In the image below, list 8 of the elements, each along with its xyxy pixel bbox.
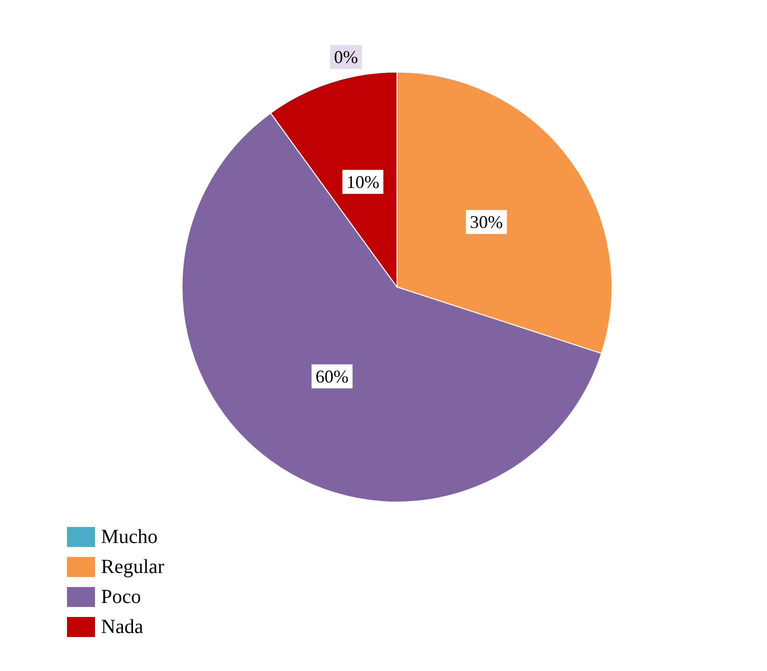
data-label: 10%	[346, 172, 380, 192]
legend-label: Mucho	[101, 526, 158, 548]
legend-label: Nada	[101, 616, 144, 638]
legend-label: Regular	[101, 556, 165, 578]
legend-label: Poco	[101, 586, 141, 608]
data-label: 60%	[316, 366, 349, 386]
data-label: 30%	[470, 212, 503, 232]
text: 0%	[334, 47, 358, 67]
